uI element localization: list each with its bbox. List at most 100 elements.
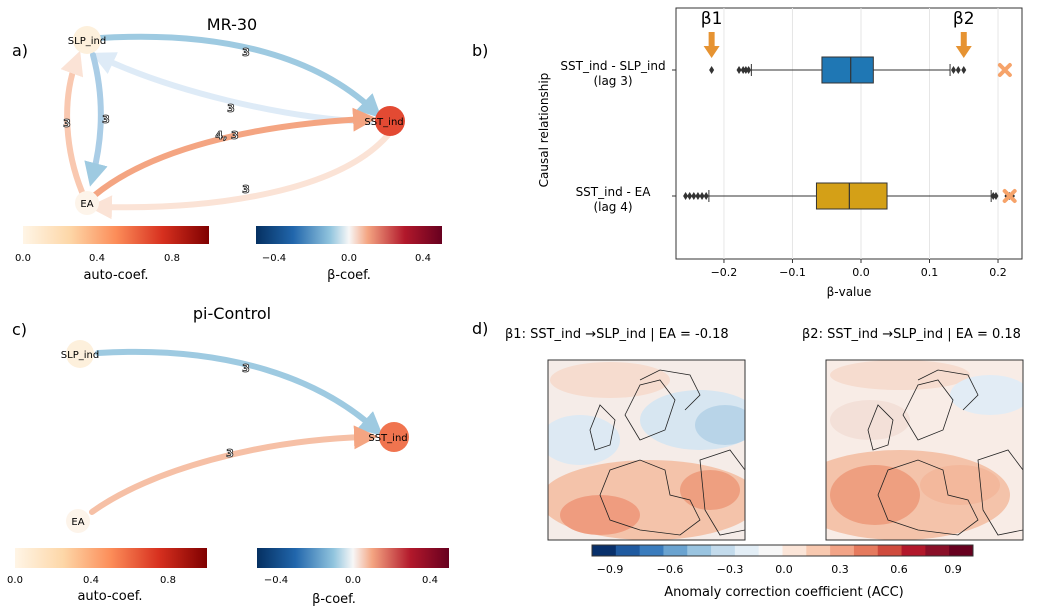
panel-label-a: a) <box>12 41 28 60</box>
colorbar-segment <box>663 545 688 556</box>
colorbar-segment <box>758 545 783 556</box>
outlier-point <box>743 66 749 74</box>
colorbar-segment <box>734 545 760 556</box>
tick-label: 0.0 <box>345 575 361 586</box>
y-axis-label: Causal relationship <box>537 73 551 188</box>
colorbar-label: auto-coef. <box>83 268 148 283</box>
node-label: SLP_ind <box>68 36 106 47</box>
colorbar-label: auto-coef. <box>77 589 142 604</box>
node-label: EA <box>71 517 84 528</box>
node-ea <box>66 509 90 533</box>
colorbar-segment <box>639 545 664 556</box>
outlier-point <box>955 66 961 74</box>
tick-label: −0.6 <box>657 563 684 576</box>
x-tick-label: 0.1 <box>921 266 939 279</box>
outlier-point <box>961 66 967 74</box>
map1-title: β1: SST_ind →SLP_ind | EA = -0.18 <box>505 327 729 342</box>
network-c-edges <box>89 348 383 515</box>
network-c-nodes: SLP_ind SST_ind EA <box>61 340 409 533</box>
map-beta2 <box>826 360 1023 540</box>
colorbar-segment <box>877 545 903 556</box>
tick-label: 0.0 <box>775 563 793 576</box>
colorbar-segment <box>925 545 950 556</box>
colorbar-segment <box>592 545 617 556</box>
tick-label: 0.3 <box>831 563 849 576</box>
outlier-point <box>695 192 701 200</box>
colorbar-segment <box>949 545 974 556</box>
annotation-arrow <box>955 32 972 58</box>
colorbar-segment <box>615 545 641 556</box>
tick-label: −0.9 <box>597 563 624 576</box>
outlier-point <box>709 66 715 74</box>
tick-label: 0.4 <box>415 253 431 264</box>
annotation-label: β2 <box>953 9 975 29</box>
category-label: (lag 3) <box>593 74 632 88</box>
tick-label: 0.9 <box>944 563 962 576</box>
colorbar-segment <box>830 545 855 556</box>
colorbar-segment <box>901 545 926 556</box>
outlier-point <box>746 66 752 74</box>
node-slp <box>73 26 101 54</box>
colorbar-label: Anomaly correction coefficient (ACC) <box>664 585 903 600</box>
node-label: SST_ind <box>364 117 403 128</box>
tick-label: 0.6 <box>890 563 908 576</box>
node-label: SLP_ind <box>61 350 99 361</box>
tick-label: −0.3 <box>717 563 744 576</box>
x-tick-label: 0.2 <box>989 266 1007 279</box>
x-axis-label: β-value <box>827 285 872 299</box>
highlight-marker <box>1002 189 1017 203</box>
node-sst <box>375 106 405 136</box>
edge-label: 3 <box>63 117 71 130</box>
edge-c-slp-to-sst <box>95 348 383 436</box>
node-label: EA <box>80 199 93 210</box>
network-a-nodes: SLP_ind SST_ind EA <box>68 26 405 215</box>
colorbar-beta-a: −0.4 0.0 0.4 β-coef. <box>256 226 442 283</box>
panel-label-b: b) <box>472 41 488 60</box>
tick-label: 0.4 <box>83 575 99 586</box>
panel-label-d: d) <box>472 319 488 338</box>
plot-frame <box>675 7 1023 260</box>
annotation-arrow <box>703 32 720 58</box>
edge-label: 3 <box>242 183 250 196</box>
tick-label: −0.4 <box>262 253 286 264</box>
colorbar-segment <box>806 545 831 556</box>
network-c-title: pi-Control <box>193 304 271 323</box>
map-frame <box>825 359 1024 541</box>
outlier-point <box>736 66 742 74</box>
x-tick-label: −0.2 <box>711 266 738 279</box>
edge-label: 3 <box>227 102 235 115</box>
tick-label: 0.8 <box>164 253 180 264</box>
x-tick-label: 0.0 <box>852 266 870 279</box>
edge-a-ea-to-slp <box>60 50 85 195</box>
category-label: SST_ind - SLP_ind <box>560 59 665 73</box>
outlier-point <box>990 192 996 200</box>
map-frame <box>547 359 746 541</box>
edge-a-slp-to-sst <box>97 33 382 119</box>
network-a-title: MR-30 <box>207 15 257 34</box>
colorbar-beta-c: −0.4 0.0 0.4 β-coef. <box>257 548 449 607</box>
edge-label: 3 <box>226 447 234 460</box>
outlier-point <box>950 66 956 74</box>
edge-label: 3 <box>242 362 250 375</box>
tick-label: 0.8 <box>160 575 176 586</box>
colorbar-segment <box>782 545 807 556</box>
edge-a-ea-to-sst <box>92 107 377 198</box>
colorbar-frame <box>591 544 974 557</box>
map-beta1 <box>548 360 745 540</box>
edge-c-ea-to-sst <box>89 425 378 515</box>
colorbar-auto-a: 0.0 0.4 0.8 auto-coef. <box>15 226 209 283</box>
tick-label: 0.0 <box>7 575 23 586</box>
edge-a-sst-to-ea <box>88 132 391 220</box>
tick-label: 0.0 <box>341 253 357 264</box>
colorbar-auto-c: 0.0 0.4 0.8 auto-coef. <box>7 548 207 604</box>
outlier-point <box>691 192 697 200</box>
edge-a-slp-to-ea <box>84 52 108 187</box>
colorbar-acc: −0.9 −0.6 −0.3 0.0 0.3 0.6 0.9 Anomaly c… <box>591 544 974 600</box>
panel-label-c: c) <box>12 320 27 339</box>
node-sst <box>379 422 409 452</box>
tick-label: 0.0 <box>15 253 31 264</box>
node-slp <box>66 340 94 368</box>
tick-label: 0.4 <box>422 575 438 586</box>
colorbar-segment <box>687 545 712 556</box>
